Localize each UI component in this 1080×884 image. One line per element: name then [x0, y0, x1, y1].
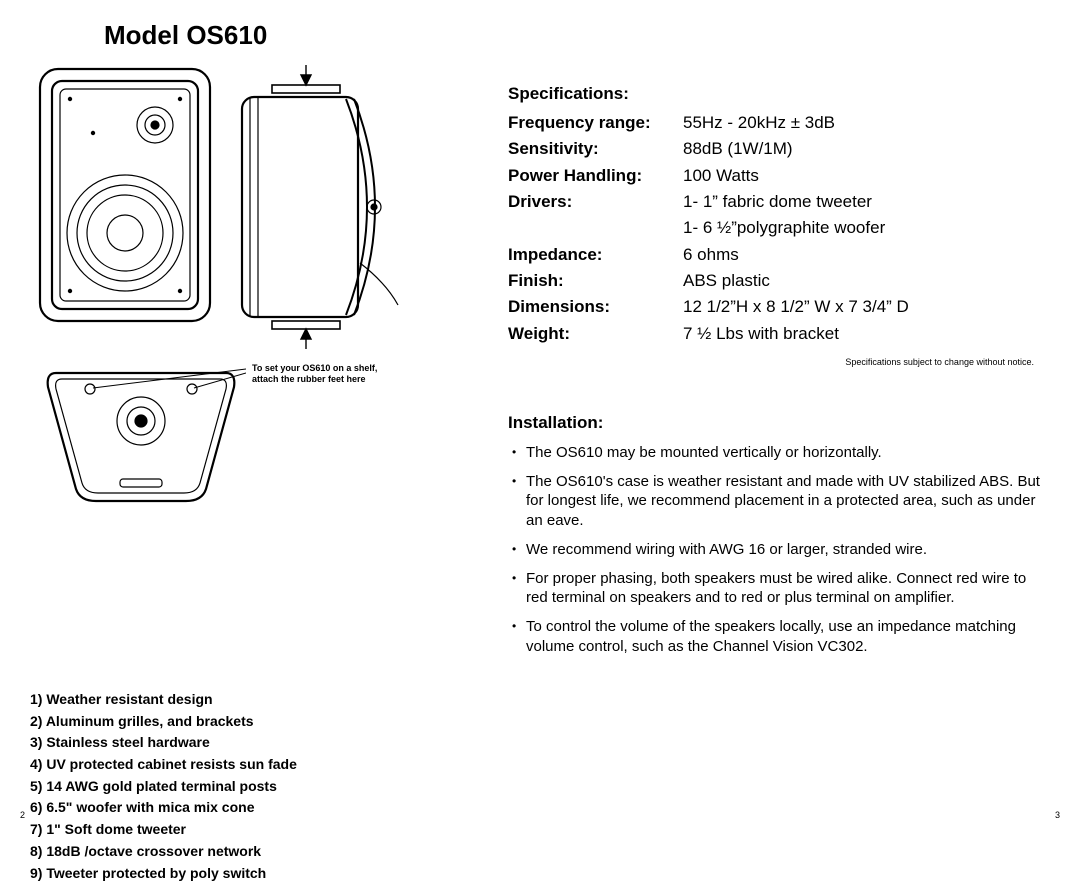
spec-value: 1- 1” fabric dome tweeter 1- 6 ½”polygra… [683, 189, 1040, 242]
bullet-icon: • [508, 540, 526, 559]
spec-value: 100 Watts [683, 163, 1040, 189]
diagram-front-view [30, 63, 220, 328]
spec-label: Drivers: [508, 189, 683, 242]
spec-row: Frequency range: 55Hz - 20kHz ± 3dB [508, 110, 1040, 136]
spec-row: Impedance: 6 ohms [508, 242, 1040, 268]
callout-rubber-feet: To set your OS610 on a shelf, attach the… [252, 363, 432, 386]
diagrams-row [30, 63, 460, 353]
spec-label: Dimensions: [508, 294, 683, 320]
spec-label: Sensitivity: [508, 136, 683, 162]
spec-value: 12 1/2”H x 8 1/2” W x 7 3/4” D [683, 294, 1040, 320]
bullet-icon: • [508, 472, 526, 530]
spec-value: 55Hz - 20kHz ± 3dB [683, 110, 1040, 136]
spec-row: Power Handling: 100 Watts [508, 163, 1040, 189]
right-column: Specifications: Frequency range: 55Hz - … [508, 20, 1040, 814]
feature-item: 6) 6.5" woofer with mica mix cone [30, 797, 460, 819]
specs-heading: Specifications: [508, 84, 1040, 104]
spec-label: Power Handling: [508, 163, 683, 189]
spec-value: 7 ½ Lbs with bracket [683, 321, 1040, 347]
page-number-right: 3 [1055, 810, 1060, 820]
feature-item: 7) 1" Soft dome tweeter [30, 819, 460, 841]
feature-item: 5) 14 AWG gold plated terminal posts [30, 776, 460, 798]
disclaimer-text: Specifications subject to change without… [508, 357, 1034, 367]
installation-text: We recommend wiring with AWG 16 or large… [526, 540, 1040, 559]
installation-list: • The OS610 may be mounted vertically or… [508, 443, 1040, 656]
spec-row: Finish: ABS plastic [508, 268, 1040, 294]
page-title: Model OS610 [104, 20, 460, 51]
feature-item: 1) Weather resistant design [30, 689, 460, 711]
installation-text: For proper phasing, both speakers must b… [526, 569, 1040, 607]
installation-text: The OS610 may be mounted vertically or h… [526, 443, 1040, 462]
spec-row: Dimensions: 12 1/2”H x 8 1/2” W x 7 3/4”… [508, 294, 1040, 320]
spec-label: Finish: [508, 268, 683, 294]
page-number-left: 2 [20, 810, 25, 820]
feature-item: 2) Aluminum grilles, and brackets [30, 711, 460, 733]
installation-text: The OS610's case is weather resistant an… [526, 472, 1040, 530]
installation-item: • For proper phasing, both speakers must… [508, 569, 1040, 607]
installation-item: • The OS610's case is weather resistant … [508, 472, 1040, 530]
bullet-icon: • [508, 617, 526, 655]
bullet-icon: • [508, 569, 526, 607]
installation-item: • To control the volume of the speakers … [508, 617, 1040, 655]
spec-row: Sensitivity: 88dB (1W/1M) [508, 136, 1040, 162]
installation-item: • The OS610 may be mounted vertically or… [508, 443, 1040, 462]
feature-item: 9) Tweeter protected by poly switch [30, 863, 460, 884]
feature-item: 4) UV protected cabinet resists sun fade [30, 754, 460, 776]
spec-value: ABS plastic [683, 268, 1040, 294]
spec-label: Impedance: [508, 242, 683, 268]
feature-item: 3) Stainless steel hardware [30, 732, 460, 754]
spec-value: 6 ohms [683, 242, 1040, 268]
spec-label: Frequency range: [508, 110, 683, 136]
diagram-bottom-view [36, 359, 246, 509]
left-column: Model OS610 [30, 20, 460, 814]
features-list: 1) Weather resistant design 2) Aluminum … [30, 689, 460, 884]
feature-item: 8) 18dB /octave crossover network [30, 841, 460, 863]
installation-text: To control the volume of the speakers lo… [526, 617, 1040, 655]
bullet-icon: • [508, 443, 526, 462]
installation-heading: Installation: [508, 413, 1040, 433]
diagram-side-view [226, 63, 401, 353]
spec-row: Weight: 7 ½ Lbs with bracket [508, 321, 1040, 347]
spec-label: Weight: [508, 321, 683, 347]
spec-value: 88dB (1W/1M) [683, 136, 1040, 162]
spec-row: Drivers: 1- 1” fabric dome tweeter 1- 6 … [508, 189, 1040, 242]
installation-item: • We recommend wiring with AWG 16 or lar… [508, 540, 1040, 559]
